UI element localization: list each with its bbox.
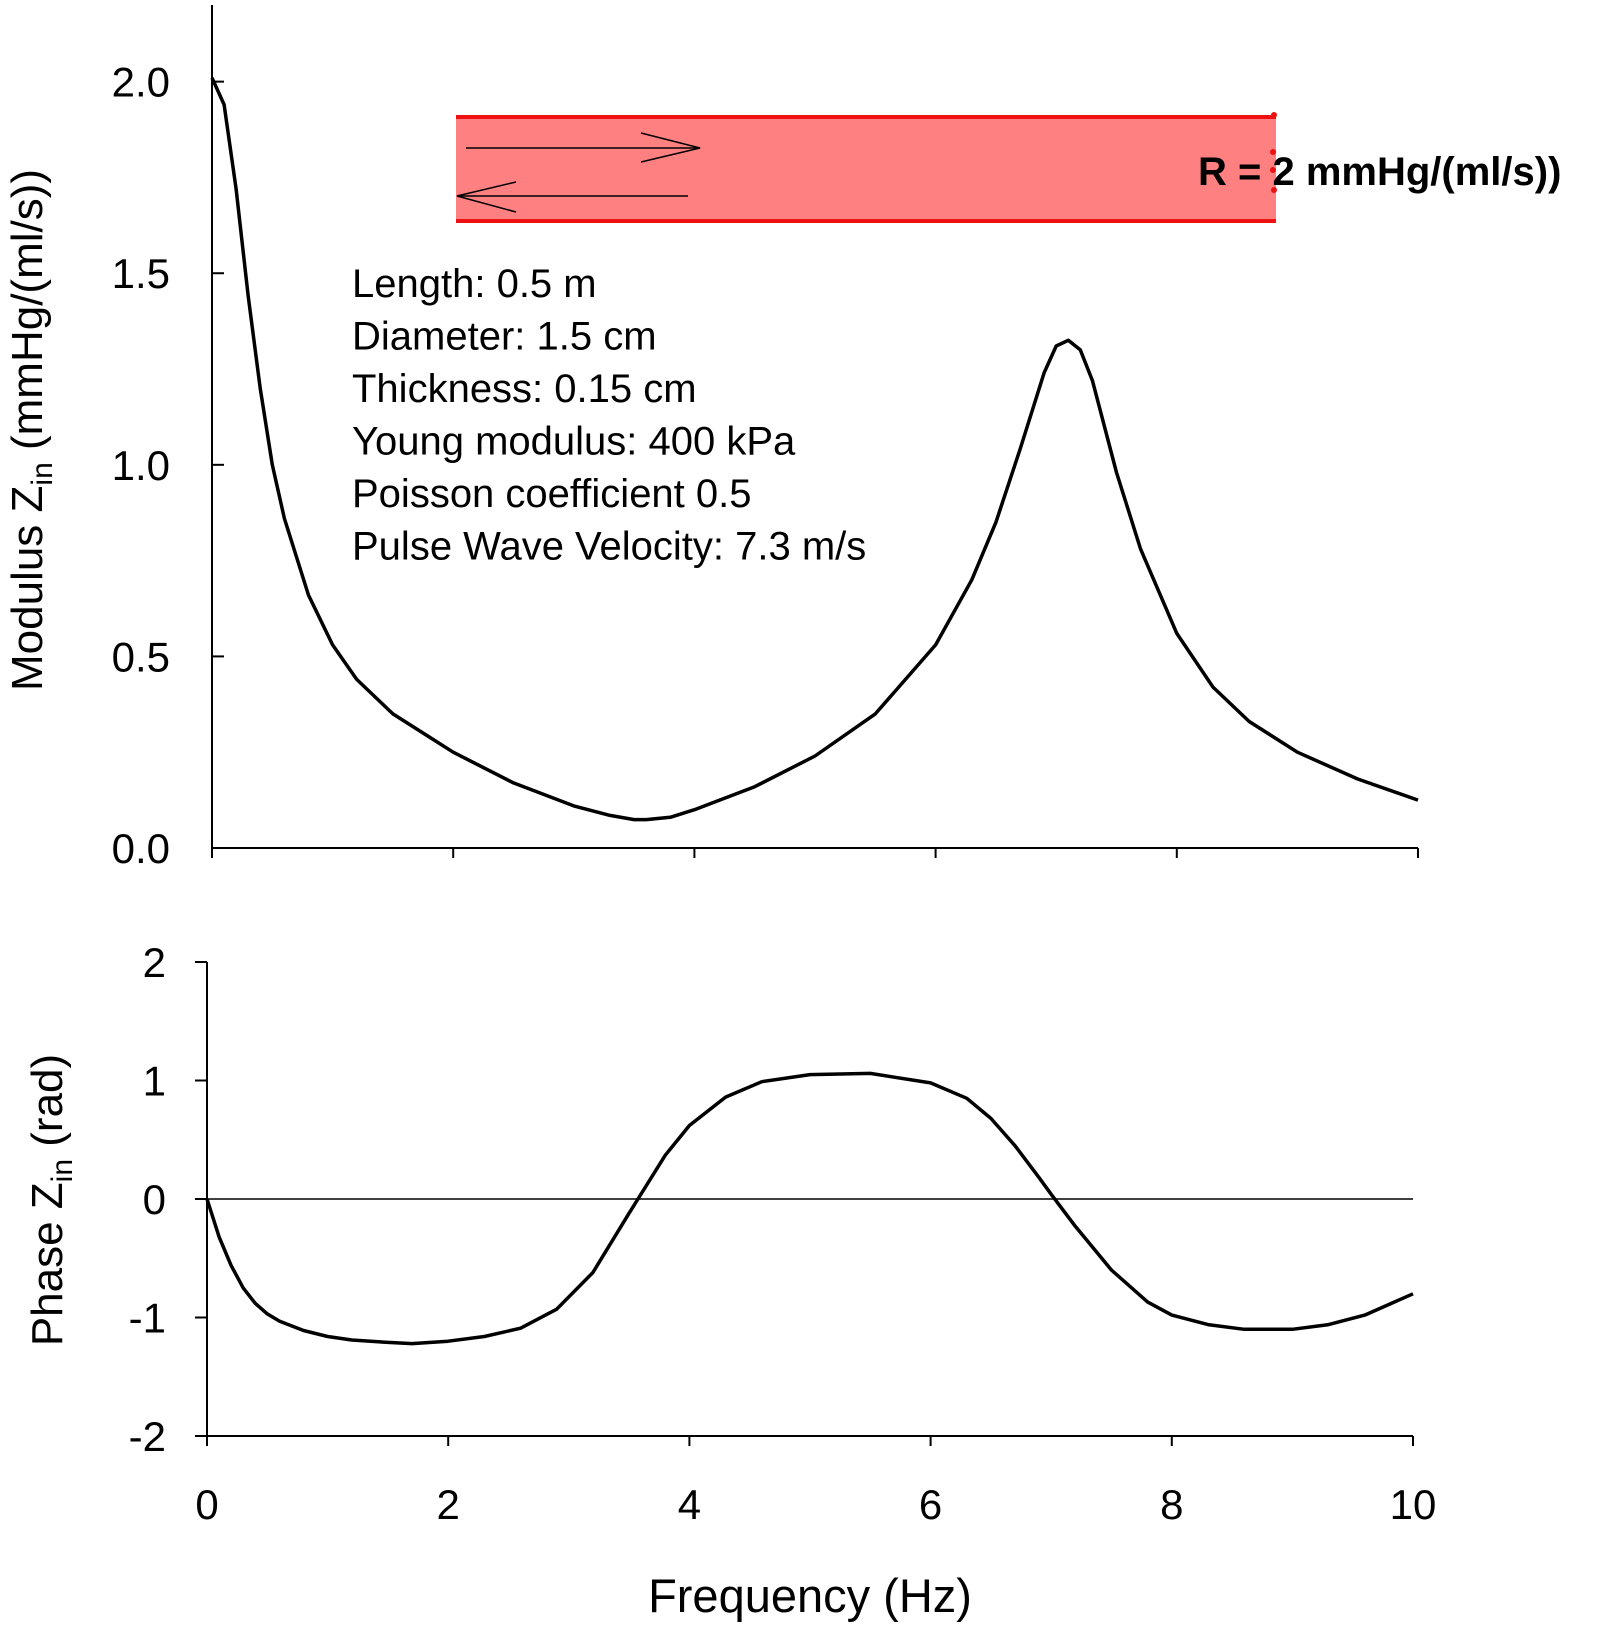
- modulus-y-axis-title: Modulus Zin (mmHg/(ml/s)): [3, 169, 59, 691]
- parameter-line: Thickness: 0.15 cm: [352, 367, 697, 411]
- phase-y-ticks: -2 -1 0 1 2: [129, 939, 207, 1460]
- phase-curve: [205, 1071, 1414, 1346]
- frequency-tick-label: 6: [919, 1481, 942, 1528]
- tube-schematic: [456, 112, 1277, 223]
- phase-y-tick-label: -2: [129, 1413, 166, 1460]
- phase-y-tick-label: 1: [143, 1058, 166, 1105]
- left-arrow: [456, 181, 688, 213]
- modulus-panel: 0.0 0.5 1.0 1.5 2.0 Modulus Zin (mmHg/(ml/s)…: [3, 5, 1561, 872]
- modulus-y-ticks: 0.0 0.5 1.0 1.5 2.0: [112, 59, 224, 872]
- parameter-line: Poisson coefficient 0.5: [352, 472, 752, 516]
- modulus-y-tick-label: 2.0: [112, 59, 170, 106]
- modulus-x-ticks: [211, 848, 1419, 858]
- frequency-tick-label: 10: [1390, 1481, 1437, 1528]
- parameter-line: Diameter: 1.5 cm: [352, 315, 657, 359]
- right-arrow: [466, 132, 701, 163]
- phase-panel: -2 -1 0 1 2 0 2 4 6 8 10 Phase Zin (rad) Frequenc…: [23, 939, 1436, 1622]
- terminal-resistance-label: R = 2 mmHg/(ml/s)): [1198, 150, 1561, 194]
- modulus-y-tick-label: 1.0: [112, 442, 170, 489]
- modulus-y-tick-label: 1.5: [112, 250, 170, 297]
- modulus-plot-area: [210, 77, 1419, 822]
- modulus-y-tick-label: 0.5: [112, 633, 170, 680]
- phase-y-axis-title: Phase Zin (rad): [23, 1054, 79, 1346]
- frequency-x-axis-title: Frequency (Hz): [648, 1569, 972, 1622]
- frequency-tick-label: 2: [437, 1481, 460, 1528]
- parameter-line: Young modulus: 400 kPa: [352, 420, 796, 464]
- phase-y-tick-label: 2: [143, 939, 166, 986]
- phase-y-tick-label: -1: [129, 1295, 166, 1342]
- parameter-line: Pulse Wave Velocity: 7.3 m/s: [352, 525, 866, 569]
- tube-parameters: Length: 0.5 m Diameter: 1.5 cm Thickness: …: [352, 262, 866, 569]
- frequency-tick-label: 4: [678, 1481, 701, 1528]
- terminal-resistance-marker: [1270, 112, 1277, 193]
- phase-y-tick-label: 0: [143, 1176, 166, 1223]
- frequency-tick-label: 8: [1160, 1481, 1183, 1528]
- modulus-curve: [210, 77, 1419, 822]
- frequency-tick-label: 0: [195, 1481, 218, 1528]
- modulus-y-tick-label: 0.0: [112, 825, 170, 872]
- phase-plot-area: [205, 1071, 1414, 1346]
- phase-x-ticks: 0 2 4 6 8 10: [195, 1436, 1436, 1528]
- parameter-line: Length: 0.5 m: [352, 262, 597, 306]
- tube-body: [456, 117, 1276, 221]
